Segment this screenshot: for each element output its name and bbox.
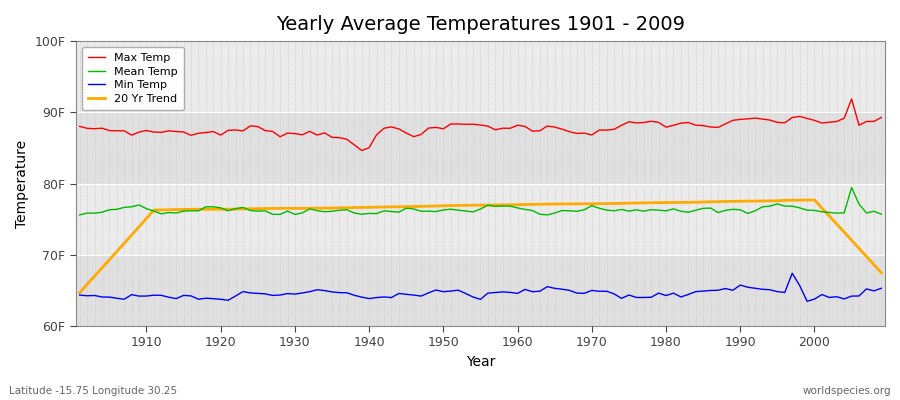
Min Temp — [505, 290, 516, 295]
20 Yr Trend — [505, 202, 516, 207]
20 Yr Trend — [75, 290, 86, 295]
Legend: Max Temp, Mean Temp, Min Temp, 20 Yr Trend: Max Temp, Mean Temp, Min Temp, 20 Yr Tre… — [82, 47, 184, 110]
Min Temp — [601, 289, 612, 294]
Mean Temp — [134, 203, 145, 208]
Bar — [76, 41, 885, 112]
Mean Temp — [297, 210, 308, 215]
Mean Temp — [505, 204, 516, 208]
Bar — [76, 112, 885, 184]
Min Temp — [512, 291, 523, 296]
20 Yr Trend — [809, 198, 820, 202]
Min Temp — [341, 290, 352, 295]
20 Yr Trend — [134, 224, 145, 229]
20 Yr Trend — [601, 201, 612, 206]
Text: Latitude -15.75 Longitude 30.25: Latitude -15.75 Longitude 30.25 — [9, 386, 177, 396]
Max Temp — [75, 124, 86, 129]
Max Temp — [341, 137, 352, 142]
20 Yr Trend — [341, 205, 352, 210]
Max Temp — [876, 115, 886, 120]
Line: 20 Yr Trend: 20 Yr Trend — [80, 200, 881, 293]
Title: Yearly Average Temperatures 1901 - 2009: Yearly Average Temperatures 1901 - 2009 — [276, 15, 685, 34]
Max Temp — [356, 148, 367, 153]
Y-axis label: Temperature: Temperature — [15, 140, 29, 228]
Min Temp — [75, 293, 86, 298]
Max Temp — [512, 123, 523, 128]
Mean Temp — [75, 212, 86, 217]
Min Temp — [876, 286, 886, 291]
20 Yr Trend — [512, 202, 523, 207]
Max Temp — [608, 127, 619, 132]
Mean Temp — [512, 206, 523, 210]
Bar — [76, 184, 885, 255]
Max Temp — [134, 130, 145, 134]
20 Yr Trend — [876, 270, 886, 275]
Max Temp — [519, 124, 530, 129]
Text: worldspecies.org: worldspecies.org — [803, 386, 891, 396]
Mean Temp — [846, 185, 857, 190]
X-axis label: Year: Year — [466, 355, 495, 369]
Mean Temp — [876, 212, 886, 216]
Min Temp — [134, 294, 145, 298]
Max Temp — [297, 132, 308, 137]
Mean Temp — [601, 208, 612, 212]
Max Temp — [846, 96, 857, 101]
20 Yr Trend — [297, 206, 308, 211]
Line: Max Temp: Max Temp — [80, 99, 881, 150]
Min Temp — [802, 299, 813, 304]
Mean Temp — [341, 207, 352, 212]
Min Temp — [787, 271, 797, 276]
Min Temp — [297, 290, 308, 295]
Bar — [76, 255, 885, 326]
Line: Min Temp: Min Temp — [80, 273, 881, 301]
Line: Mean Temp: Mean Temp — [80, 188, 881, 215]
